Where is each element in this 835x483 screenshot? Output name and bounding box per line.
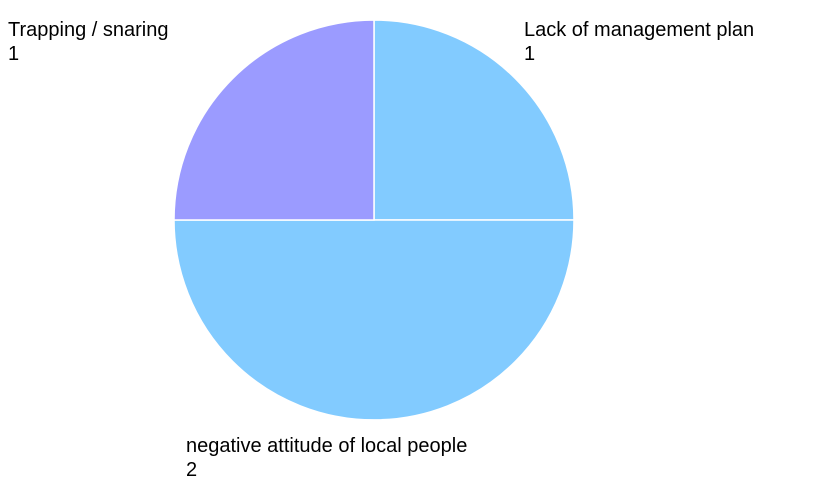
pie-slice-2 [173,219,575,421]
slice-label-1: Lack of management plan [524,19,754,41]
slice-label-2: negative attitude of local people [186,435,467,457]
pie-slice-3 [173,19,375,221]
pie-slices [173,19,575,421]
slice-label-3: Trapping / snaring [8,19,168,41]
pie-slice-1 [373,19,575,221]
slice-value-3: 1 [8,43,19,65]
slice-value-1: 1 [524,43,535,65]
slice-value-2: 2 [186,459,197,481]
